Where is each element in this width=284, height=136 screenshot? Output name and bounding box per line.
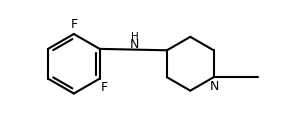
Text: N: N [130,38,139,51]
Text: N: N [210,80,219,93]
Text: F: F [101,81,108,94]
Text: F: F [70,18,78,31]
Text: H: H [131,32,139,42]
